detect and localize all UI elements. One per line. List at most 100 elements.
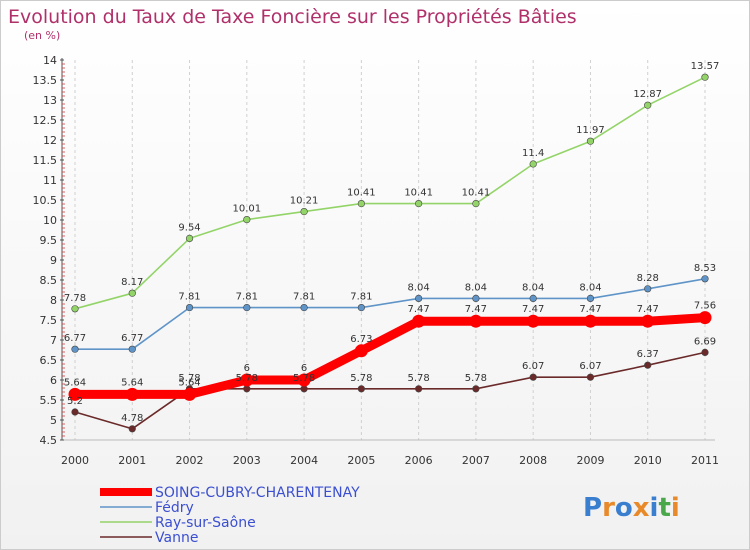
data-label: 6.07 [522, 361, 544, 372]
series-line-f-dry [74, 277, 706, 351]
data-point [529, 373, 537, 381]
logo-letter: r [602, 493, 615, 523]
y-tick-label: 9.5 [40, 234, 58, 247]
logo-text: Proxiti [583, 493, 680, 523]
data-label: 10.01 [232, 204, 261, 215]
logo-letter: x [633, 493, 650, 523]
logo-letter: i [650, 493, 659, 523]
data-point [526, 314, 540, 328]
x-tick-label: 2011 [691, 454, 719, 467]
data-point [641, 314, 655, 328]
chart-title: Evolution du Taux de Taxe Foncière sur l… [8, 6, 577, 28]
y-tick-label: 6 [50, 374, 57, 387]
data-label: 6.37 [637, 349, 659, 360]
data-point [415, 385, 423, 393]
data-point [586, 137, 595, 145]
data-point [300, 304, 308, 312]
legend-entry: Ray-sur-Saône [155, 515, 256, 531]
data-label: 7.47 [637, 304, 659, 315]
data-point [529, 294, 537, 303]
data-point [185, 234, 194, 242]
data-point [583, 314, 597, 328]
data-label: 6.07 [579, 361, 601, 372]
logo-letter: i [671, 493, 680, 523]
data-label: 7.81 [236, 292, 258, 303]
data-label: 8.53 [694, 263, 716, 274]
data-label: 8.04 [465, 282, 487, 293]
y-tick-label: 11 [43, 174, 57, 187]
data-label: 11.4 [522, 148, 544, 159]
y-tick-label: 13.5 [33, 74, 58, 87]
data-label: 8.04 [522, 282, 544, 293]
data-label: 5.64 [178, 377, 200, 388]
y-tick-label: 10 [43, 214, 57, 227]
data-label: 6 [301, 363, 307, 374]
legend-entry: SOING-CUBRY-CHARENTENAY [155, 485, 360, 501]
data-point [644, 285, 652, 293]
data-label: 7.47 [579, 304, 601, 315]
data-point [71, 345, 79, 353]
data-label: 12.87 [633, 89, 662, 100]
data-point [240, 373, 254, 387]
data-point [125, 387, 139, 401]
data-label: 5.78 [350, 373, 372, 384]
data-label: 8.04 [579, 282, 601, 293]
data-point [469, 314, 483, 328]
series-layer [68, 73, 712, 433]
data-point [586, 373, 595, 381]
x-tick-label: 2010 [634, 454, 662, 467]
data-point [243, 304, 251, 312]
series-line-soing-cubry-charentenay [70, 313, 710, 399]
logo-letter: o [615, 493, 633, 523]
logo-letter: t [658, 493, 670, 523]
data-point [412, 314, 426, 328]
x-tick-label: 2003 [233, 454, 261, 467]
data-label: 5.2 [67, 396, 83, 407]
data-point [354, 344, 368, 358]
logo-letter: P [583, 493, 602, 523]
data-label: 9.54 [178, 222, 200, 233]
data-label: 4.78 [121, 413, 143, 424]
y-tick-label: 12 [43, 134, 57, 147]
data-point [71, 408, 79, 416]
y-tick-label: 7.5 [40, 314, 58, 327]
data-label: 8.04 [408, 282, 430, 293]
data-point [128, 289, 136, 297]
y-tick-label: 14 [43, 54, 57, 67]
y-tick-label: 13 [43, 94, 57, 107]
y-tick-label: 5 [50, 414, 57, 427]
x-tick-label: 2009 [576, 454, 604, 467]
data-label: 8.28 [637, 273, 659, 284]
data-label: 5.78 [293, 373, 315, 384]
data-label: 6.77 [121, 333, 143, 344]
legend-entry: Vanne [155, 530, 198, 546]
data-point [529, 160, 537, 168]
data-label: 5.78 [178, 373, 200, 384]
data-point [472, 385, 480, 393]
y-tick-label: 8.5 [40, 274, 58, 287]
data-label: 5.64 [64, 377, 86, 388]
legend-entry: Fédry [155, 500, 194, 516]
data-point [243, 216, 251, 224]
x-tick-label: 2001 [118, 454, 146, 467]
data-point [185, 304, 194, 312]
data-point [701, 348, 709, 357]
legend: SOING-CUBRY-CHARENTENAYFédryRay-sur-Saôn… [100, 485, 360, 546]
data-point [644, 101, 652, 109]
axes-layer: 2000 2001 2002 2003 2004 2005 2006 2007 2008 2009… [33, 54, 720, 467]
data-label: 7.81 [293, 292, 315, 303]
data-point [472, 294, 480, 303]
data-label: 10.21 [290, 196, 319, 207]
x-tick-label: 2007 [462, 454, 490, 467]
data-point [297, 373, 311, 387]
data-point [586, 294, 595, 303]
x-tick-label: 2004 [290, 454, 318, 467]
data-label: 7.47 [465, 304, 487, 315]
proxiti-logo: Proxiti [583, 493, 680, 523]
data-point [701, 73, 709, 81]
data-point [128, 345, 136, 353]
data-point [357, 385, 365, 393]
data-label: 13.57 [691, 61, 720, 72]
